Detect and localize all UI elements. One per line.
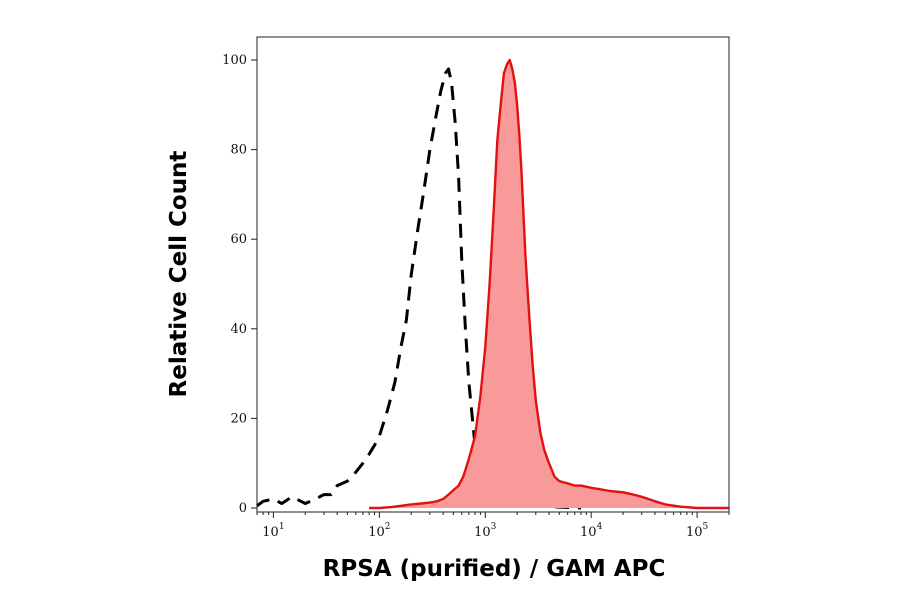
y-tick-label: 20: [230, 411, 247, 426]
series-layer: [256, 58, 729, 510]
plot-frame: [256, 36, 730, 513]
x-tick-label: 102: [368, 522, 390, 540]
x-tick-label: 103: [474, 522, 497, 540]
y-tick-label: 60: [230, 232, 247, 247]
y-tick-label: 0: [239, 501, 247, 516]
x-axis-ticks: 101 102 103 104 105: [256, 512, 730, 540]
y-axis-title: Relative Cell Count: [166, 151, 192, 398]
x-tick-label: 104: [580, 522, 603, 540]
y-tick-label: 40: [230, 322, 247, 337]
x-tick-label: 105: [686, 522, 709, 540]
plot-border: [256, 36, 730, 513]
series-1-outline: [369, 58, 729, 510]
x-tick-label: 101: [262, 522, 284, 540]
y-tick-label: 80: [230, 143, 247, 158]
y-tick-label: 100: [222, 53, 247, 68]
x-axis-title: RPSA (purified) / GAM APC: [323, 556, 666, 582]
y-axis-ticks: 0 20 40 60 80 100: [222, 53, 257, 516]
series-1-area: [369, 60, 729, 508]
